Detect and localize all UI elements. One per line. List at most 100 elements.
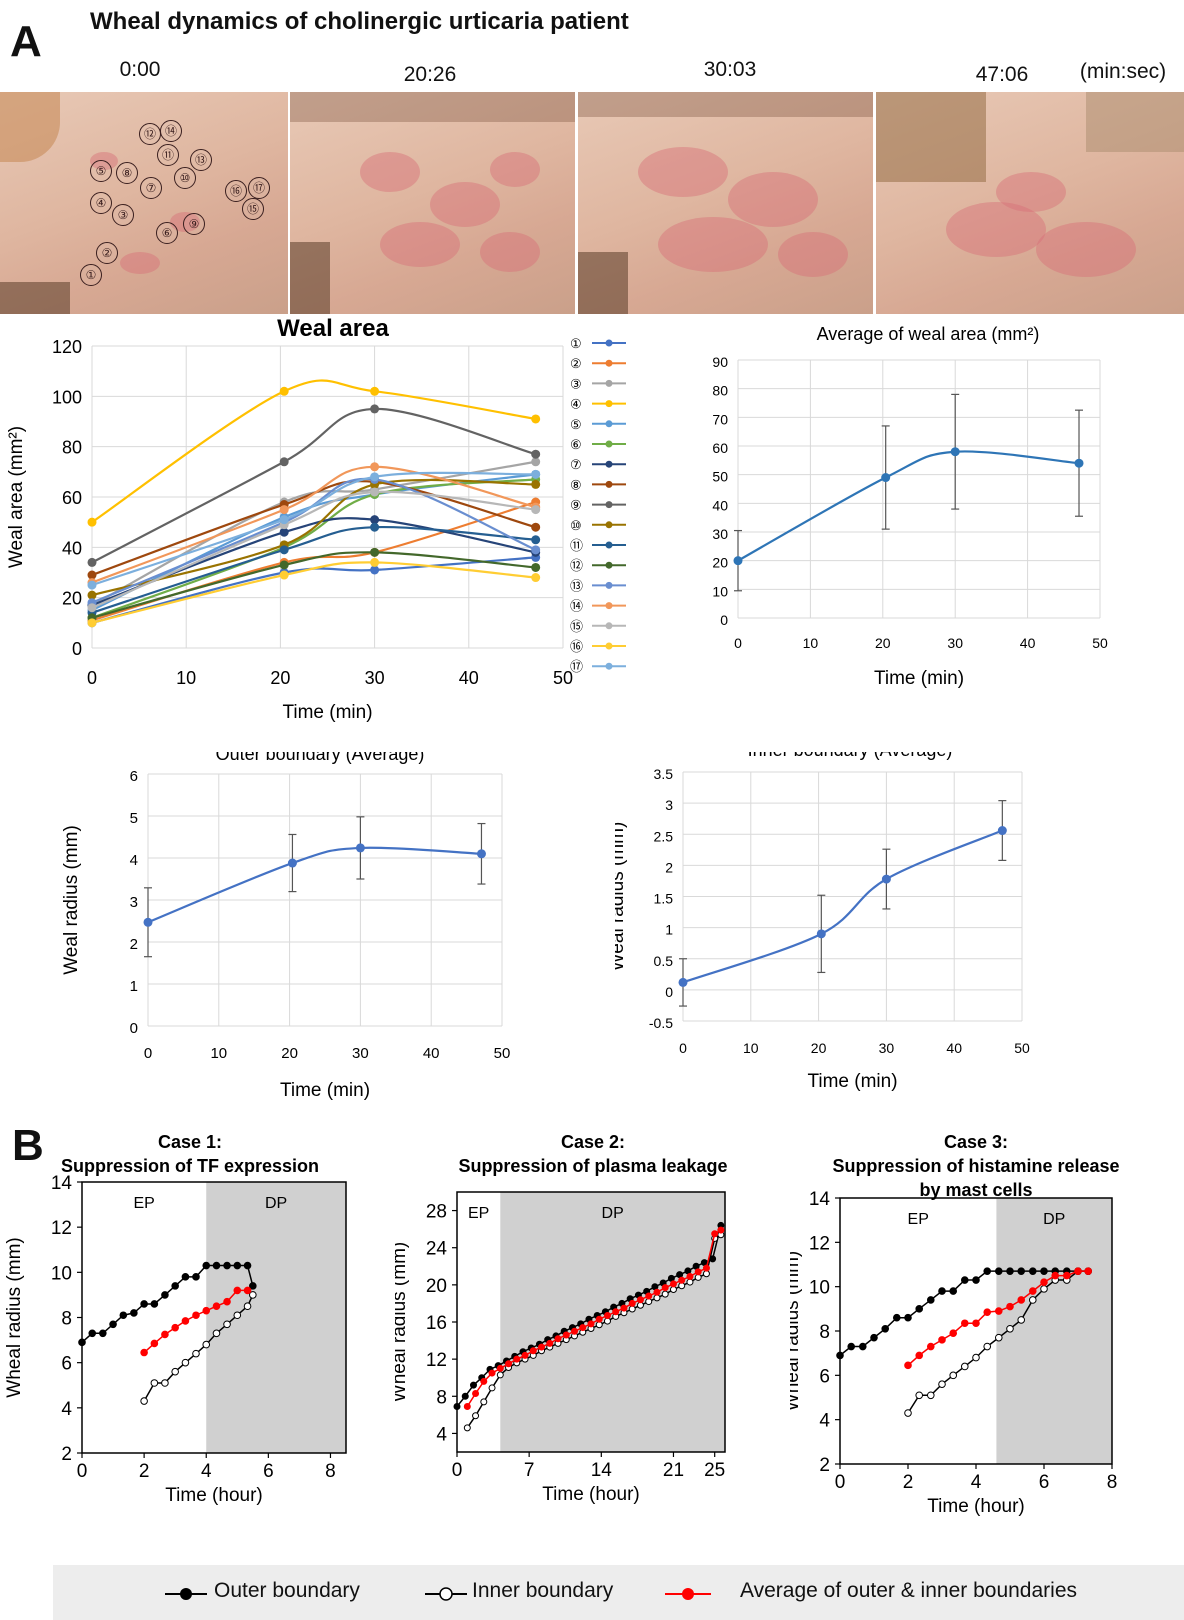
x-tick-label: 6: [1039, 1472, 1050, 1493]
data-point: [279, 570, 289, 580]
data-point: [733, 556, 743, 566]
x-tick-label: 40: [1020, 635, 1036, 651]
y-tick-label: 20: [712, 555, 728, 571]
series-line: [737, 450, 1080, 562]
data-point: [1074, 1267, 1082, 1275]
chart-title: Average of weal area (mm²): [817, 324, 1040, 344]
y-tick-label: 5: [130, 810, 138, 827]
y-tick-label: 10: [809, 1278, 830, 1299]
arm-photo-1: [290, 92, 575, 314]
wheal-marker-16: ⑯: [225, 180, 247, 202]
y-tick-label: 1: [665, 922, 673, 938]
data-point: [496, 1364, 504, 1372]
y-tick-label: 4: [130, 852, 138, 869]
y-tick-label: 2: [61, 1444, 72, 1465]
y-tick-label: 80: [712, 383, 728, 399]
data-point: [370, 522, 380, 532]
data-point: [904, 1313, 912, 1322]
case-subtitle: Suppression of TF expression: [61, 1156, 319, 1176]
data-point: [453, 1403, 461, 1410]
data-point: [202, 1340, 211, 1349]
legend-swatch-dot: [605, 379, 613, 387]
x-tick-label: 0: [835, 1472, 846, 1493]
data-point: [711, 1230, 719, 1238]
case-subtitle: by mast cells: [919, 1180, 1032, 1200]
legend-outer-marker: [165, 1588, 207, 1600]
y-axis-label: Wheal radius (mm): [790, 1251, 803, 1411]
photo-time-2: 30:03: [703, 58, 757, 81]
data-point: [661, 1290, 669, 1298]
data-point: [1028, 1296, 1037, 1304]
x-tick-label: 7: [524, 1460, 535, 1481]
data-point: [370, 565, 380, 575]
legend-swatch-dot: [605, 420, 613, 428]
data-point: [1028, 1267, 1037, 1275]
data-point: [370, 487, 380, 497]
data-point: [279, 457, 289, 467]
data-point: [505, 1360, 513, 1368]
legend-swatch-dot: [605, 622, 613, 630]
data-point: [463, 1424, 471, 1432]
y-axis-label: Weal radius (mm): [61, 825, 82, 975]
data-point: [546, 1339, 554, 1347]
y-tick-label: 0: [720, 612, 728, 628]
y-tick-label: 10: [712, 583, 728, 599]
data-point: [531, 457, 541, 467]
data-point: [1017, 1267, 1026, 1275]
legend-label: ⑥: [570, 437, 582, 452]
data-point: [1040, 1285, 1048, 1293]
arm-photo-2: [578, 92, 873, 314]
x-tick-label: 8: [1107, 1472, 1118, 1493]
case-title: Case 1:: [158, 1132, 222, 1152]
data-point: [531, 505, 541, 515]
data-point: [469, 1381, 477, 1389]
legend-label: ⑬: [570, 578, 583, 593]
legend-label: ③: [570, 376, 582, 391]
photo-time-unit: (min:sec): [1079, 60, 1167, 83]
y-tick-label: 12: [809, 1233, 830, 1254]
data-point: [370, 404, 380, 414]
y-tick-label: 6: [819, 1366, 830, 1387]
y-tick-label: 8: [61, 1309, 72, 1330]
data-point: [870, 1333, 878, 1342]
series-line: [91, 460, 536, 607]
data-point: [531, 545, 541, 555]
data-point: [636, 1296, 644, 1304]
data-point: [150, 1300, 159, 1308]
y-tick-label: 3: [130, 894, 138, 911]
data-point: [461, 1392, 469, 1400]
dp-shaded-region: [996, 1198, 1112, 1464]
data-point: [223, 1320, 231, 1329]
series-line: [147, 846, 482, 924]
data-point: [661, 1284, 669, 1292]
data-point: [702, 1264, 710, 1272]
legend-swatch-dot: [605, 521, 613, 529]
y-tick-label: 90: [712, 354, 728, 370]
legend-label: ④: [570, 397, 582, 412]
data-point: [628, 1299, 636, 1307]
wheal-marker-12: ⑫: [139, 123, 161, 145]
phase-label: DP: [1043, 1211, 1065, 1228]
x-tick-label: 14: [591, 1460, 613, 1481]
x-axis-label: Time (min): [282, 702, 372, 723]
x-tick-label: 4: [201, 1461, 212, 1482]
y-tick-label: 30: [712, 526, 728, 542]
data-point: [949, 1329, 958, 1338]
data-point: [1028, 1287, 1037, 1295]
data-point: [279, 560, 289, 570]
wheal-marker-3: ③: [112, 204, 134, 226]
data-point: [904, 1361, 912, 1370]
data-point: [233, 1311, 242, 1320]
x-tick-label: 0: [734, 635, 742, 651]
phase-label: EP: [468, 1205, 489, 1222]
series-line: [91, 561, 536, 624]
x-tick-label: 40: [946, 1040, 962, 1056]
legend-swatch-dot: [605, 440, 613, 448]
y-axis-label: Weal area (mm²): [6, 426, 27, 568]
data-point: [212, 1302, 221, 1311]
x-tick-label: 20: [875, 635, 891, 651]
legend-label: ⑰: [570, 659, 583, 674]
x-tick-label: 21: [663, 1460, 684, 1481]
x-tick-label: 20: [281, 1045, 298, 1062]
x-axis-label: Time (min): [280, 1080, 370, 1101]
